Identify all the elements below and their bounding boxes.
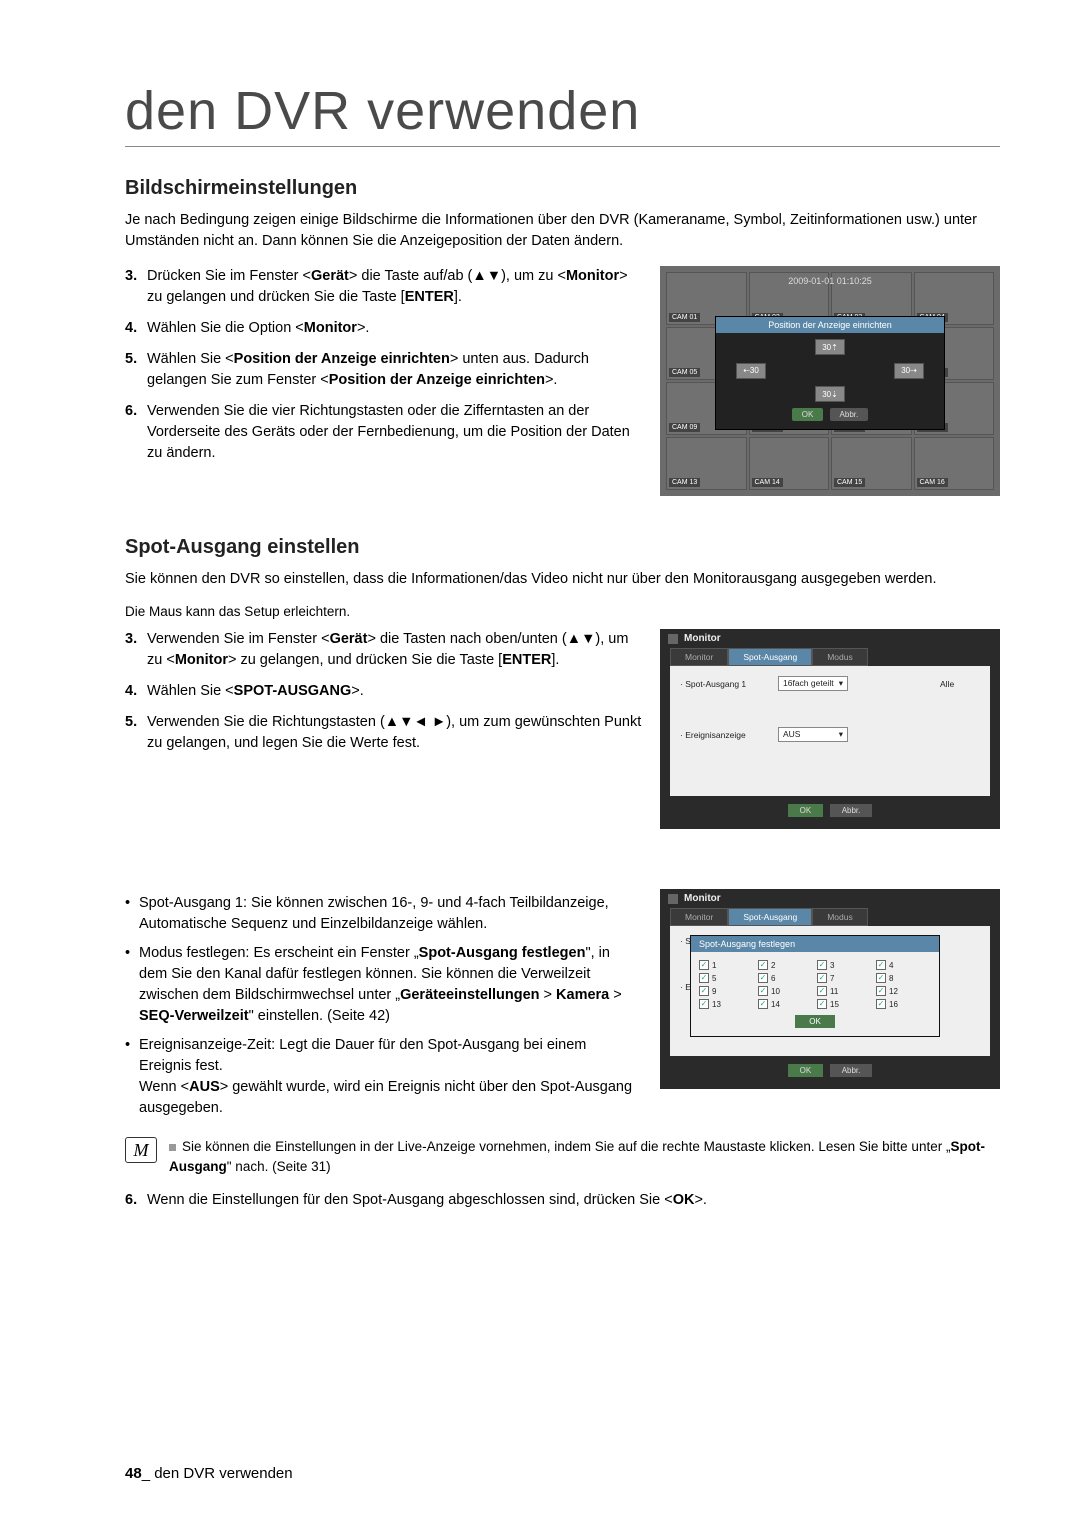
camera-cell: CAM 15: [831, 437, 912, 490]
note-icon: M: [125, 1137, 157, 1163]
arrow-up[interactable]: 30⇡: [815, 339, 845, 355]
steps-list: 3. Verwenden Sie im Fenster <Gerät> die T…: [125, 629, 642, 754]
step-text: Wählen Sie <SPOT-AUSGANG>.: [147, 683, 364, 699]
note-text: Sie können die Einstellungen in der Live…: [169, 1137, 1000, 1176]
screenshot-monitor-spot: Monitor Monitor Spot-Ausgang Modus · Spo…: [660, 629, 1000, 829]
camera-cell: CAM 13: [666, 437, 747, 490]
channel-checkbox[interactable]: ✓5: [699, 973, 754, 983]
camera-cell: CAM 16: [914, 437, 995, 490]
channel-checkbox[interactable]: ✓12: [876, 986, 931, 996]
modal-position: Position der Anzeige einrichten 30⇡ 30⇣ …: [715, 316, 945, 430]
row-label: · Ereignisanzeige: [680, 730, 770, 740]
channel-checkbox[interactable]: ✓10: [758, 986, 813, 996]
bullet-item: Modus festlegen: Es erscheint ein Fenste…: [125, 943, 642, 1027]
camera-cell: CAM 14: [749, 437, 830, 490]
window-title: Monitor: [684, 893, 721, 904]
channel-checkbox[interactable]: ✓7: [817, 973, 872, 983]
page-number: 48: [125, 1465, 142, 1482]
ok-button[interactable]: OK: [788, 804, 824, 817]
screenshot-position-dialog: CAM 01CAM 02CAM 03CAM 04CAM 05CAM 06CAM …: [660, 266, 1000, 496]
tab-monitor[interactable]: Monitor: [670, 908, 728, 926]
step-text: Wählen Sie die Option <Monitor>.: [147, 320, 369, 336]
channel-checkbox[interactable]: ✓8: [876, 973, 931, 983]
ok-button[interactable]: OK: [792, 408, 824, 421]
channel-checkbox[interactable]: ✓16: [876, 999, 931, 1009]
overlay-title: Spot-Ausgang festlegen: [691, 936, 939, 952]
steps-list: 3. Drücken Sie im Fenster <Gerät> die Tas…: [125, 266, 642, 464]
channel-checkbox[interactable]: ✓1: [699, 960, 754, 970]
page-title: den DVR verwenden: [125, 80, 1000, 142]
channel-checkbox[interactable]: ✓9: [699, 986, 754, 996]
window-icon: [668, 634, 678, 644]
channel-checkbox[interactable]: ✓14: [758, 999, 813, 1009]
window-title: Monitor: [684, 633, 721, 644]
tab-modus[interactable]: Modus: [812, 908, 868, 926]
steps-list: 6. Wenn die Einstellungen für den Spot-Au…: [125, 1190, 1000, 1211]
cancel-button[interactable]: Abbr.: [830, 1064, 873, 1077]
step-number: 4.: [125, 681, 137, 702]
bullet-list: Spot-Ausgang 1: Sie können zwischen 16-,…: [125, 893, 642, 1119]
footer-text: _ den DVR verwenden: [142, 1465, 293, 1482]
section-intro: Je nach Bedingung zeigen einige Bildschi…: [125, 210, 1000, 252]
channel-checkbox[interactable]: ✓4: [876, 960, 931, 970]
step-text: Wählen Sie <Position der Anzeige einrich…: [147, 351, 589, 388]
overlay-spot-festlegen: Spot-Ausgang festlegen ✓1 ✓2 ✓3 ✓4 ✓5 ✓6 ✓7 ✓8 ✓…: [690, 935, 940, 1037]
arrow-left[interactable]: ⇠30: [736, 363, 766, 379]
step-number: 5.: [125, 712, 137, 733]
tab-spot-ausgang[interactable]: Spot-Ausgang: [728, 648, 812, 666]
modal-title: Position der Anzeige einrichten: [716, 317, 944, 333]
page-footer: 48_ den DVR verwenden: [125, 1465, 293, 1482]
tab-monitor[interactable]: Monitor: [670, 648, 728, 666]
row-right: Alle: [940, 679, 980, 689]
channel-checkbox[interactable]: ✓11: [817, 986, 872, 996]
section-heading: Bildschirmeinstellungen: [125, 177, 1000, 200]
step-number: 6.: [125, 1190, 137, 1211]
sub-note: Die Maus kann das Setup erleichtern.: [125, 604, 1000, 619]
step-number: 3.: [125, 629, 137, 650]
tab-modus[interactable]: Modus: [812, 648, 868, 666]
step-text: Wenn die Einstellungen für den Spot-Ausg…: [147, 1192, 707, 1208]
channel-checkbox[interactable]: ✓6: [758, 973, 813, 983]
ok-button[interactable]: OK: [788, 1064, 824, 1077]
step-text: Drücken Sie im Fenster <Gerät> die Taste…: [147, 268, 628, 305]
section-intro: Sie können den DVR so einstellen, dass d…: [125, 569, 1000, 590]
bullet-item: Spot-Ausgang 1: Sie können zwischen 16-,…: [125, 893, 642, 935]
window-icon: [668, 894, 678, 904]
step-number: 6.: [125, 401, 137, 422]
channel-checkbox[interactable]: ✓3: [817, 960, 872, 970]
step-number: 5.: [125, 349, 137, 370]
section-heading: Spot-Ausgang einstellen: [125, 536, 1000, 559]
screenshot-spot-festlegen: Monitor Monitor Spot-Ausgang Modus · Spo…: [660, 889, 1000, 1089]
section-spot-ausgang: Spot-Ausgang einstellen Sie können den D…: [125, 536, 1000, 1211]
channel-checkbox[interactable]: ✓2: [758, 960, 813, 970]
timestamp: 2009-01-01 01:10:25: [788, 276, 872, 286]
step-number: 4.: [125, 318, 137, 339]
select-ereignis[interactable]: AUS▾: [778, 727, 848, 742]
cancel-button[interactable]: Abbr.: [830, 408, 869, 421]
channel-checkbox[interactable]: ✓15: [817, 999, 872, 1009]
ok-button[interactable]: OK: [795, 1015, 835, 1028]
channel-checkbox[interactable]: ✓13: [699, 999, 754, 1009]
tab-spot-ausgang[interactable]: Spot-Ausgang: [728, 908, 812, 926]
bullet-item: Ereignisanzeige-Zeit: Legt die Dauer für…: [125, 1035, 642, 1119]
arrow-down[interactable]: 30⇣: [815, 386, 845, 402]
step-text: Verwenden Sie im Fenster <Gerät> die Tas…: [147, 631, 628, 668]
section-bildschirm: Bildschirmeinstellungen Je nach Bedingun…: [125, 177, 1000, 496]
arrow-right[interactable]: 30⇢: [894, 363, 924, 379]
step-text: Verwenden Sie die vier Richtungstasten o…: [147, 403, 630, 461]
cancel-button[interactable]: Abbr.: [830, 804, 873, 817]
row-label: · Spot-Ausgang 1: [680, 679, 770, 689]
select-spot1[interactable]: 16fach geteilt▾: [778, 676, 848, 691]
step-number: 3.: [125, 266, 137, 287]
step-text: Verwenden Sie die Richtungstasten (▲▼◄ ►…: [147, 714, 641, 751]
